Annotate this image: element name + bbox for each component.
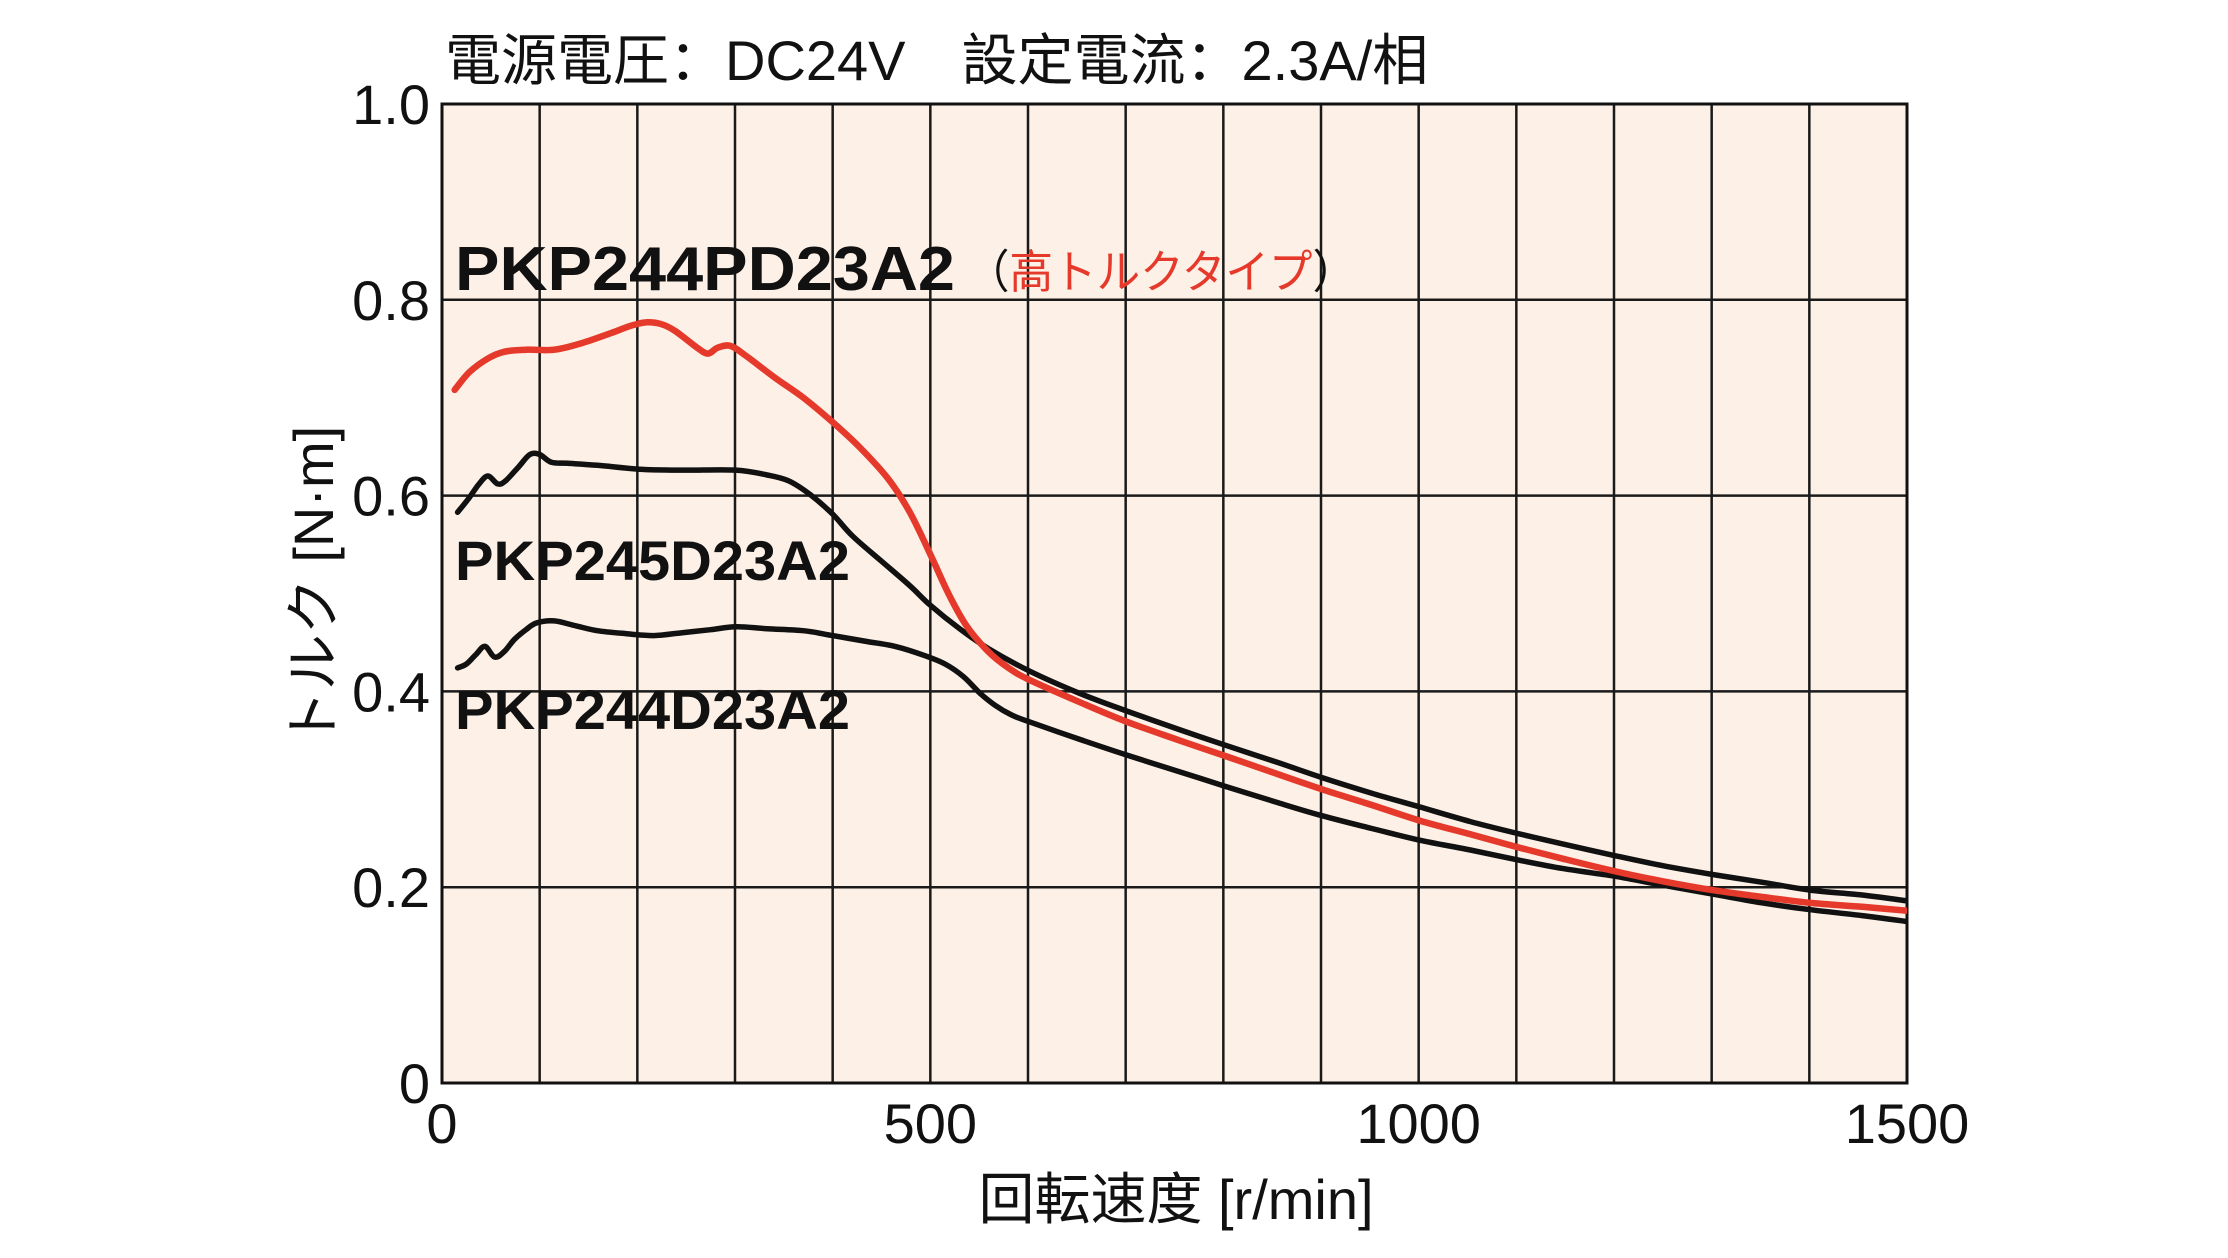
annotation-open-paren: （: [966, 245, 1010, 299]
y-tick-label: 1.0: [352, 73, 430, 136]
series-layer: [451, 319, 1907, 925]
plot-area-background: [442, 104, 1907, 1083]
plot-frame: [440, 102, 1909, 1085]
series-line-pkp244d23a2: [454, 618, 1907, 925]
series-label-pkp244d23a2: PKP244D23A2: [455, 678, 850, 741]
chart-title: 電源電圧：DC24V 設定電流：2.3A/相: [445, 29, 1428, 92]
x-tick-labels: 0 500 1000 1500: [426, 1092, 1969, 1155]
y-tick-label: 0.2: [352, 856, 430, 919]
x-tick-label: 0: [426, 1092, 457, 1155]
series-label-pkp244pd23a2: PKP244PD23A2: [455, 235, 955, 304]
series-line-pkp244pd23a2: [451, 319, 1907, 914]
annotation-close-paren: ）: [1312, 245, 1356, 299]
x-tick-label: 1000: [1356, 1092, 1481, 1155]
series-annotation: （高トルクタイプ）: [966, 245, 1356, 299]
y-tick-labels: 0 0.2 0.4 0.6 0.8 1.0: [352, 73, 430, 1115]
x-tick-label: 500: [884, 1092, 977, 1155]
y-axis-label: トルク [N·m]: [282, 426, 345, 746]
y-tick-label: 0: [399, 1052, 430, 1115]
annotation-high-torque-type: 高トルクタイプ: [1010, 245, 1313, 299]
x-axis-label: 回転速度 [r/min]: [978, 1168, 1373, 1231]
y-tick-label: 0.6: [352, 465, 430, 528]
series-line-pkp245d23a2: [454, 450, 1907, 904]
y-tick-label: 0.8: [352, 269, 430, 332]
x-tick-label: 1500: [1845, 1092, 1970, 1155]
series-label-pkp245d23a2: PKP245D23A2: [455, 529, 850, 592]
y-tick-label: 0.4: [352, 660, 430, 723]
